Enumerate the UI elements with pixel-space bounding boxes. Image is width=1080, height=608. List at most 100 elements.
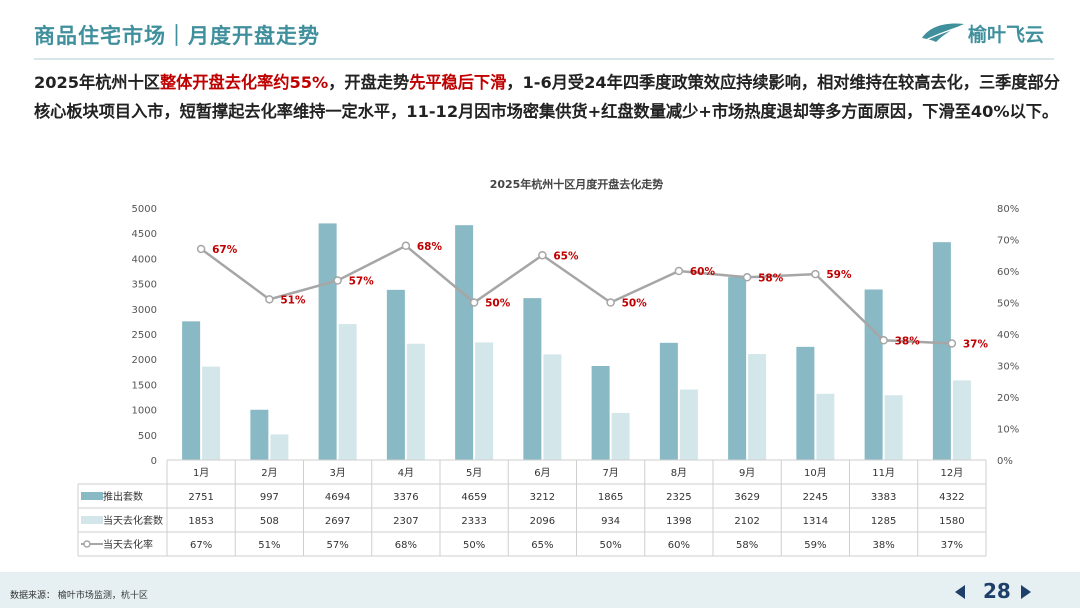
- header-bar: [0, 0, 1080, 62]
- table-cell: 68%: [395, 540, 417, 551]
- rate-data-label: 65%: [553, 250, 579, 262]
- y-left-tick-label: 2000: [132, 355, 157, 366]
- bar-sold: [748, 354, 767, 460]
- legend-key-supply: [81, 492, 103, 500]
- table-cell: 60%: [668, 540, 690, 551]
- logo: [922, 23, 964, 42]
- x-category-label: 10月: [804, 467, 827, 479]
- x-category-label: 9月: [739, 467, 755, 479]
- table-cell: 1865: [598, 492, 623, 503]
- rate-point: [469, 298, 479, 307]
- rate-data-label: 57%: [349, 275, 375, 287]
- rate-data-label: 67%: [212, 244, 238, 256]
- table-row-label: 推出套数: [103, 490, 143, 503]
- next-page-icon[interactable]: [1021, 585, 1031, 599]
- table-cell: 3629: [734, 492, 759, 503]
- table-cell: 2096: [530, 516, 555, 527]
- table-cell: 50%: [600, 540, 622, 551]
- rate-data-label: 37%: [963, 338, 989, 350]
- y-right-tick-label: 30%: [997, 362, 1019, 373]
- y-left-tick-label: 3500: [132, 280, 157, 291]
- table-cell: 3212: [530, 492, 555, 503]
- rate-point: [947, 339, 957, 348]
- rate-point: [196, 244, 206, 254]
- bar-supply: [796, 346, 815, 460]
- bar-supply: [250, 409, 269, 460]
- footer-bar: [0, 572, 1080, 608]
- table-cell: 50%: [463, 540, 485, 551]
- rate-point: [674, 266, 684, 276]
- rate-data-label: 59%: [826, 269, 852, 281]
- table-cell: 2102: [734, 516, 759, 527]
- y-left-tick-label: 5000: [132, 204, 157, 215]
- rate-data-label: 58%: [758, 272, 784, 284]
- bar-supply: [386, 289, 405, 460]
- bar-supply: [318, 223, 337, 460]
- y-right-tick-label: 0%: [997, 456, 1013, 467]
- bar-supply: [864, 289, 883, 460]
- bar-supply: [728, 277, 747, 460]
- table-row-label: 当天去化套数: [103, 514, 163, 527]
- table-cell: 1314: [803, 516, 828, 527]
- rate-point: [811, 269, 820, 279]
- table-cell: 4659: [461, 492, 486, 503]
- bar-sold: [952, 380, 971, 460]
- bar-sold: [611, 412, 630, 460]
- x-category-label: 12月: [941, 467, 964, 479]
- table-cell: 1853: [188, 516, 213, 527]
- y-left-tick-label: 500: [138, 431, 157, 442]
- page-number: 28: [983, 579, 1011, 603]
- bar-supply: [182, 321, 201, 460]
- y-left-tick-label: 4000: [132, 254, 157, 265]
- x-category-label: 3月: [329, 467, 345, 479]
- table-cell: 1580: [939, 516, 964, 527]
- y-left-tick-label: 1000: [132, 406, 157, 417]
- rate-point: [606, 298, 615, 307]
- x-category-label: 8月: [671, 467, 687, 479]
- table-cell: 67%: [190, 540, 212, 551]
- rate-point: [879, 336, 888, 345]
- summary-highlight-2: 先平稳后下滑: [409, 73, 507, 92]
- rate-data-label: 50%: [485, 298, 511, 310]
- prev-page-icon[interactable]: [955, 585, 965, 599]
- x-category-label: 1月: [193, 467, 209, 479]
- y-right-tick-label: 50%: [997, 299, 1019, 310]
- table-cell: 57%: [327, 540, 349, 551]
- data-source: 数据来源： 榆叶市场监测，杭十区: [10, 591, 148, 601]
- table-cell: 2325: [666, 492, 691, 503]
- rate-point: [265, 295, 274, 304]
- table-cell: 3376: [393, 492, 418, 503]
- bar-sold: [406, 343, 425, 460]
- summary-part-2: ，开盘走势: [328, 73, 410, 92]
- table-cell: 2697: [325, 516, 350, 527]
- rate-data-label: 50%: [622, 298, 648, 310]
- table-cell: 2307: [393, 516, 418, 527]
- table-cell: 997: [260, 492, 279, 503]
- table-cell: 508: [260, 516, 279, 527]
- table-cell: 58%: [736, 540, 758, 551]
- bar-sold: [338, 324, 357, 460]
- y-right-tick-label: 80%: [997, 204, 1019, 215]
- summary-part-1: 2025年杭州十区: [34, 73, 160, 92]
- y-right-tick-label: 40%: [997, 330, 1019, 341]
- x-category-label: 11月: [872, 467, 895, 479]
- table-cell: 1398: [666, 516, 691, 527]
- table-cell: 65%: [531, 540, 553, 551]
- table-cell: 37%: [941, 540, 963, 551]
- table-cell: 1285: [871, 516, 896, 527]
- rate-point: [538, 251, 547, 260]
- table-cell: 934: [601, 516, 620, 527]
- legend-key-point: [83, 540, 91, 548]
- y-left-tick-label: 1500: [132, 380, 157, 391]
- y-left-tick-label: 0: [151, 456, 157, 467]
- bar-sold: [202, 366, 221, 460]
- y-right-tick-label: 70%: [997, 236, 1019, 247]
- bar-supply: [591, 366, 610, 460]
- rate-point: [333, 276, 342, 285]
- table-cell: 2245: [803, 492, 828, 503]
- rate-data-label: 60%: [690, 266, 716, 278]
- y-left-tick-label: 2500: [132, 330, 157, 341]
- table-row-label: 当天去化率: [103, 538, 153, 551]
- chart-title: 2025年杭州十区月度开盘去化走势: [490, 177, 664, 191]
